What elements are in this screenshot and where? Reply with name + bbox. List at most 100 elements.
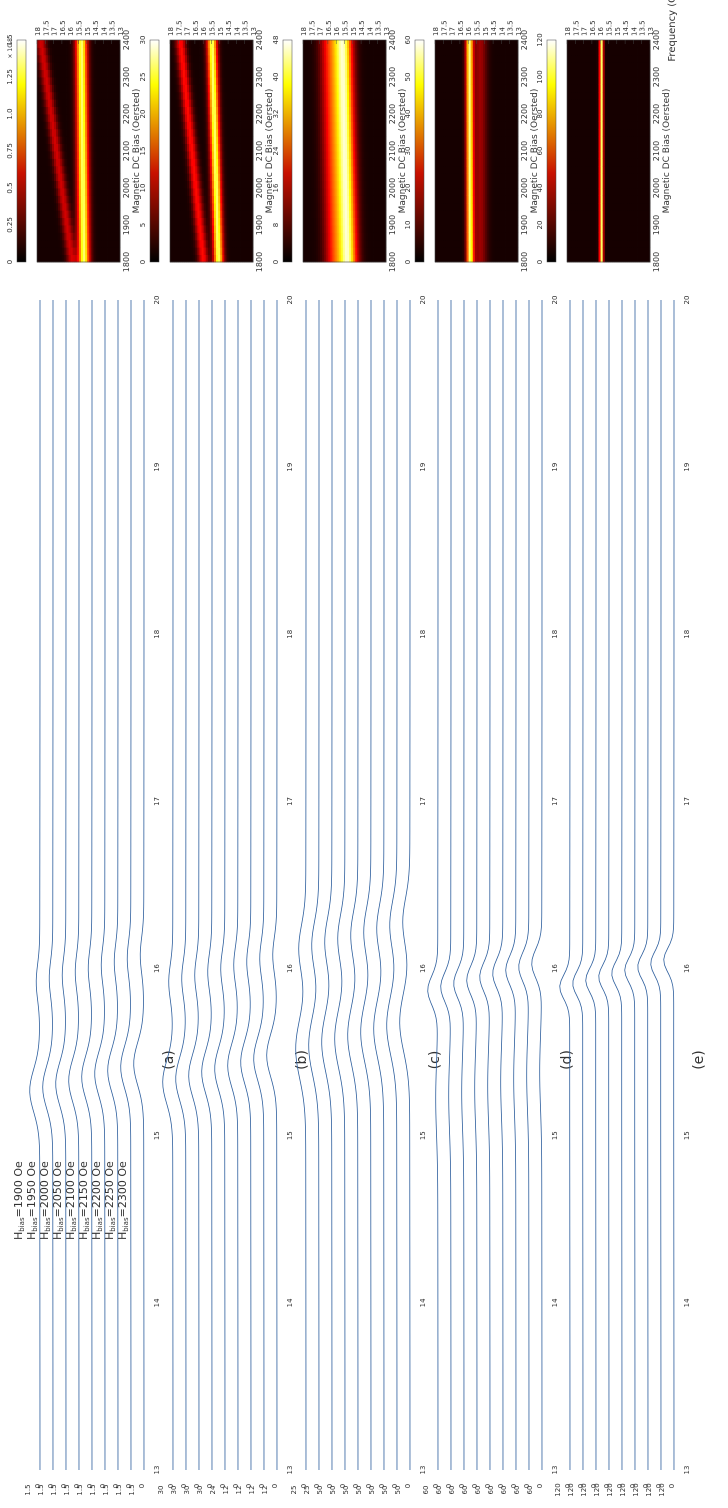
heatmap-cell bbox=[373, 99, 377, 107]
heatmap-cell bbox=[223, 195, 227, 204]
heatmap-cell bbox=[435, 210, 438, 218]
heatmap-cell bbox=[437, 195, 440, 204]
heatmap-cell bbox=[478, 180, 482, 189]
heatmap-cell bbox=[511, 62, 515, 70]
heatmap-cell bbox=[455, 202, 459, 211]
heatmap-cell bbox=[186, 202, 190, 211]
heatmap-cell bbox=[184, 143, 187, 152]
heatmap-cell bbox=[581, 254, 584, 263]
heatmap-cell bbox=[317, 195, 320, 204]
heatmap-cell bbox=[497, 188, 500, 196]
heatmap-cell bbox=[509, 232, 513, 241]
heatmap-cell bbox=[190, 217, 194, 226]
heatmap-cell bbox=[466, 143, 469, 152]
heatmap-cell bbox=[51, 136, 54, 144]
heatmap-cell bbox=[182, 247, 185, 255]
heatmap-cell bbox=[365, 239, 368, 248]
heatmap-cell bbox=[464, 180, 467, 189]
heatmap-cell bbox=[373, 40, 377, 48]
heatmap-cell bbox=[43, 62, 46, 70]
heatmap-cell bbox=[39, 143, 42, 152]
heatmap-cell bbox=[209, 121, 212, 130]
heatmap-cell bbox=[188, 232, 192, 241]
heatmap-cell bbox=[223, 217, 227, 226]
heatmap-cell bbox=[323, 232, 327, 241]
heatmap-cell bbox=[354, 91, 358, 100]
heatmap-cell bbox=[115, 210, 119, 218]
heatmap-cell bbox=[47, 151, 50, 159]
heatmap-cell bbox=[641, 254, 645, 263]
heatmap-cell bbox=[332, 195, 335, 204]
heatmap-cell bbox=[447, 121, 450, 130]
heatmap-cell bbox=[369, 136, 372, 144]
heatmap-cell bbox=[325, 136, 329, 144]
heatmap-cell bbox=[226, 143, 229, 152]
heatmap-cell bbox=[315, 151, 318, 159]
heatmap-cell bbox=[367, 195, 370, 204]
heatmap-cell bbox=[238, 210, 241, 218]
heatmap-cell bbox=[226, 158, 229, 167]
heatmap-cell bbox=[476, 239, 479, 248]
colorbar-tick-label: 20 bbox=[404, 184, 412, 193]
heatmap-cell bbox=[186, 69, 190, 78]
heatmap-cell bbox=[309, 69, 312, 78]
heatmap-cell bbox=[250, 195, 254, 204]
heatmap-cell bbox=[466, 91, 469, 100]
heatmap-cell bbox=[449, 188, 452, 196]
heatmap-cell bbox=[219, 173, 223, 181]
heatmap-cell bbox=[194, 121, 198, 130]
heatmap-cell bbox=[466, 77, 469, 85]
heatmap-cell bbox=[72, 128, 75, 137]
heatmap-cell bbox=[170, 99, 173, 107]
heatmap-cell bbox=[109, 225, 113, 233]
heatmap-cell bbox=[88, 195, 92, 204]
heatmap-cell bbox=[307, 195, 310, 204]
heatmap-cell bbox=[217, 143, 221, 152]
heatmap-cell bbox=[111, 202, 115, 211]
heatmap-cell bbox=[111, 40, 115, 48]
heatmap-cell bbox=[336, 143, 339, 152]
heatmap-cell bbox=[223, 225, 227, 233]
heatmap-cell bbox=[78, 114, 81, 122]
heatmap-cell bbox=[240, 151, 244, 159]
heatmap-cell bbox=[361, 210, 364, 218]
heatmap-cell bbox=[369, 128, 372, 137]
heatmap-cell bbox=[377, 202, 381, 211]
heatmap-cell bbox=[474, 188, 477, 196]
heatmap-cell bbox=[340, 195, 343, 204]
heatmap-cell bbox=[246, 217, 250, 226]
heatmap-cell bbox=[334, 225, 337, 233]
heatmap-cell bbox=[230, 254, 233, 263]
heatmap-cell bbox=[437, 239, 440, 248]
heatmap-cell bbox=[346, 210, 350, 218]
heatmap-cell bbox=[82, 188, 86, 196]
heatmap-cell bbox=[455, 47, 459, 56]
heatmap-cell bbox=[178, 173, 181, 181]
heatmap-cell bbox=[105, 180, 108, 189]
heatmap-cell bbox=[319, 136, 323, 144]
heatmap-cell bbox=[478, 195, 482, 204]
heatmap-cell bbox=[503, 165, 506, 174]
heatmap-cell bbox=[627, 254, 630, 263]
heatmap-cell bbox=[45, 188, 48, 196]
heatmap-cell bbox=[509, 247, 513, 255]
heatmap-panel-0: 1313.51414.51515.51616.51717.51818001900… bbox=[6, 20, 142, 272]
heatmap-cell bbox=[72, 173, 75, 181]
heatmap-cell bbox=[495, 84, 498, 93]
heatmap-cell bbox=[45, 99, 48, 107]
heatmap-cell bbox=[41, 202, 44, 211]
heatmap-cell bbox=[113, 77, 117, 85]
heatmap-cell bbox=[238, 225, 241, 233]
heatmap-cell bbox=[95, 202, 98, 211]
heatmap-cell bbox=[49, 173, 52, 181]
heatmap-cell bbox=[188, 106, 192, 115]
heatmap-cell bbox=[486, 151, 490, 159]
heatmap-cell bbox=[93, 114, 96, 122]
heatmap-cell bbox=[443, 151, 446, 159]
heatmap-cell bbox=[215, 106, 219, 115]
heatmap-cell bbox=[172, 84, 175, 93]
heatmap-cell bbox=[95, 62, 98, 70]
heatmap-cell bbox=[363, 84, 366, 93]
heatmap-cell bbox=[107, 62, 111, 70]
heatmap-cell bbox=[246, 99, 250, 107]
